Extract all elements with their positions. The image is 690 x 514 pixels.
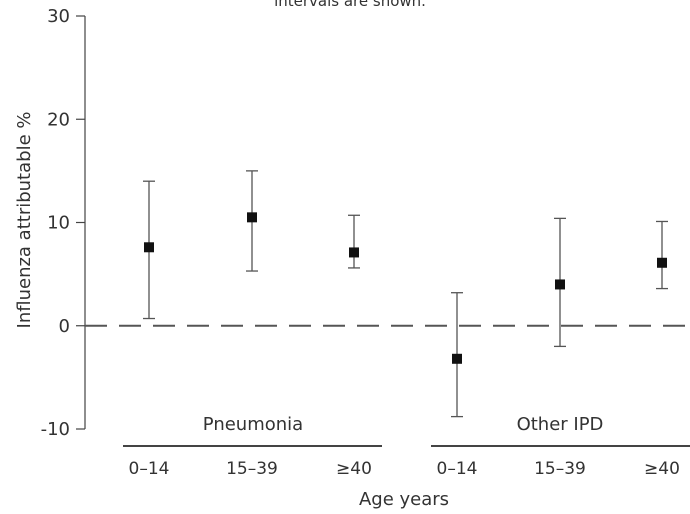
y-axis-title: Influenza attributable % bbox=[14, 112, 35, 329]
y-tick-label: 20 bbox=[47, 109, 70, 130]
category-label: 0–14 bbox=[129, 459, 170, 479]
data-point bbox=[247, 212, 257, 223]
plot-area: 30 20 10 0 -10 0–14 15–39 ≥40 Pneumonia 0–14 15–39… bbox=[41, 6, 690, 479]
y-tick-label: 10 bbox=[47, 213, 70, 234]
category-label: 0–14 bbox=[437, 459, 478, 479]
data-point bbox=[144, 242, 154, 253]
group-label: Other IPD bbox=[517, 414, 604, 435]
category-label: ≥40 bbox=[644, 459, 680, 479]
category-label: 15–39 bbox=[226, 459, 278, 479]
chart-title-fragment: intervals are shown. bbox=[274, 0, 426, 10]
category-label: ≥40 bbox=[336, 459, 372, 479]
y-tick-label: -10 bbox=[41, 419, 70, 440]
y-tick-label: 30 bbox=[47, 6, 70, 27]
data-point bbox=[657, 257, 667, 268]
y-tick-label: 0 bbox=[59, 316, 70, 337]
category-label: 15–39 bbox=[534, 459, 586, 479]
data-point bbox=[555, 279, 565, 290]
group-label: Pneumonia bbox=[203, 414, 303, 435]
data-point bbox=[452, 353, 462, 364]
data-point bbox=[349, 247, 359, 258]
x-axis-title: Age years bbox=[359, 489, 449, 510]
